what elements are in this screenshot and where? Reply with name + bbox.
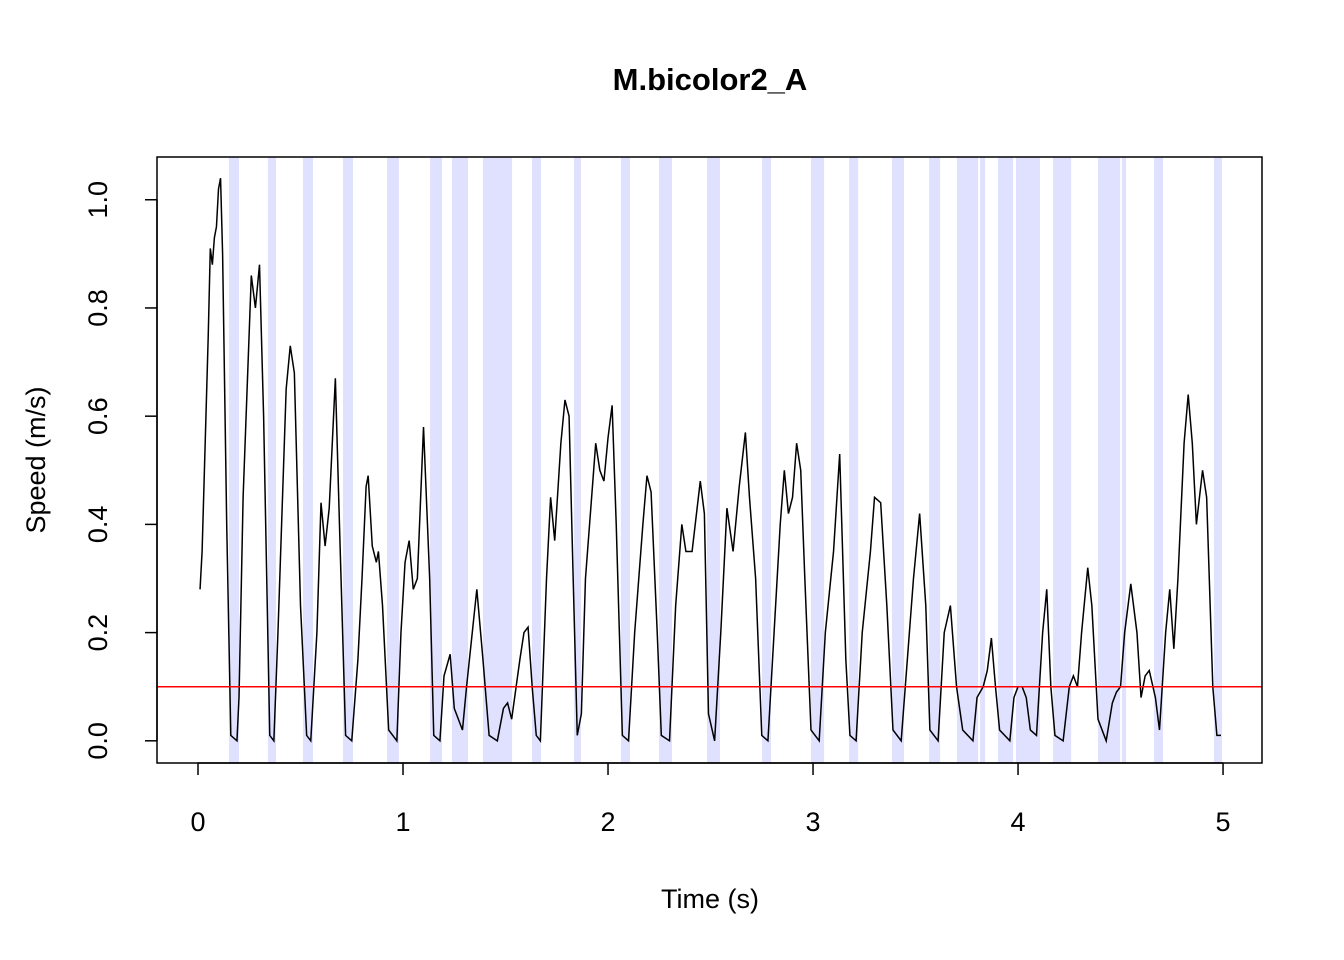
shaded-interval [929,157,941,763]
shaded-interval [267,157,276,763]
x-tick-label: 1 [395,807,410,837]
shaded-interval [707,157,720,763]
x-tick-label: 4 [1011,807,1026,837]
shaded-interval [1214,157,1223,763]
shaded-interval [342,157,353,763]
shaded-interval [659,157,672,763]
shaded-interval [956,157,979,763]
y-tick-label: 0.0 [83,722,113,760]
shaded-interval [302,157,314,763]
shaded-interval [1053,157,1072,763]
bands [228,157,1223,763]
shaded-interval [573,157,581,763]
y-tick-label: 0.4 [83,506,113,544]
shaded-interval [430,157,442,763]
y-axis-label: Speed (m/s) [21,386,51,533]
shaded-interval [228,157,240,763]
shaded-interval [891,157,905,763]
x-tick-label: 3 [806,807,821,837]
y-tick-label: 0.2 [83,614,113,652]
shaded-interval [531,157,541,763]
shaded-interval [761,157,772,763]
marks [157,177,1262,744]
shaded-interval [1015,157,1040,763]
speed-line [199,177,1221,744]
shaded-interval [810,157,825,763]
shaded-interval [849,157,859,763]
shaded-interval [620,157,630,763]
y-tick-label: 0.6 [83,397,113,435]
shaded-interval [387,157,399,763]
x-axis-label: Time (s) [661,884,759,914]
shaded-interval [452,157,468,763]
shaded-interval [980,157,986,763]
x-tick-label: 2 [601,807,616,837]
chart-title: M.bicolor2_A [613,62,808,97]
y-tick-label: 1.0 [83,181,113,219]
x-tick-label: 5 [1216,807,1231,837]
x-tick-label: 0 [190,807,205,837]
shaded-interval [482,157,513,763]
shaded-interval [997,157,1014,763]
shaded-interval [1097,157,1121,763]
y-tick-label: 0.8 [83,289,113,327]
shaded-interval [1121,157,1127,763]
shaded-interval [1153,157,1163,763]
